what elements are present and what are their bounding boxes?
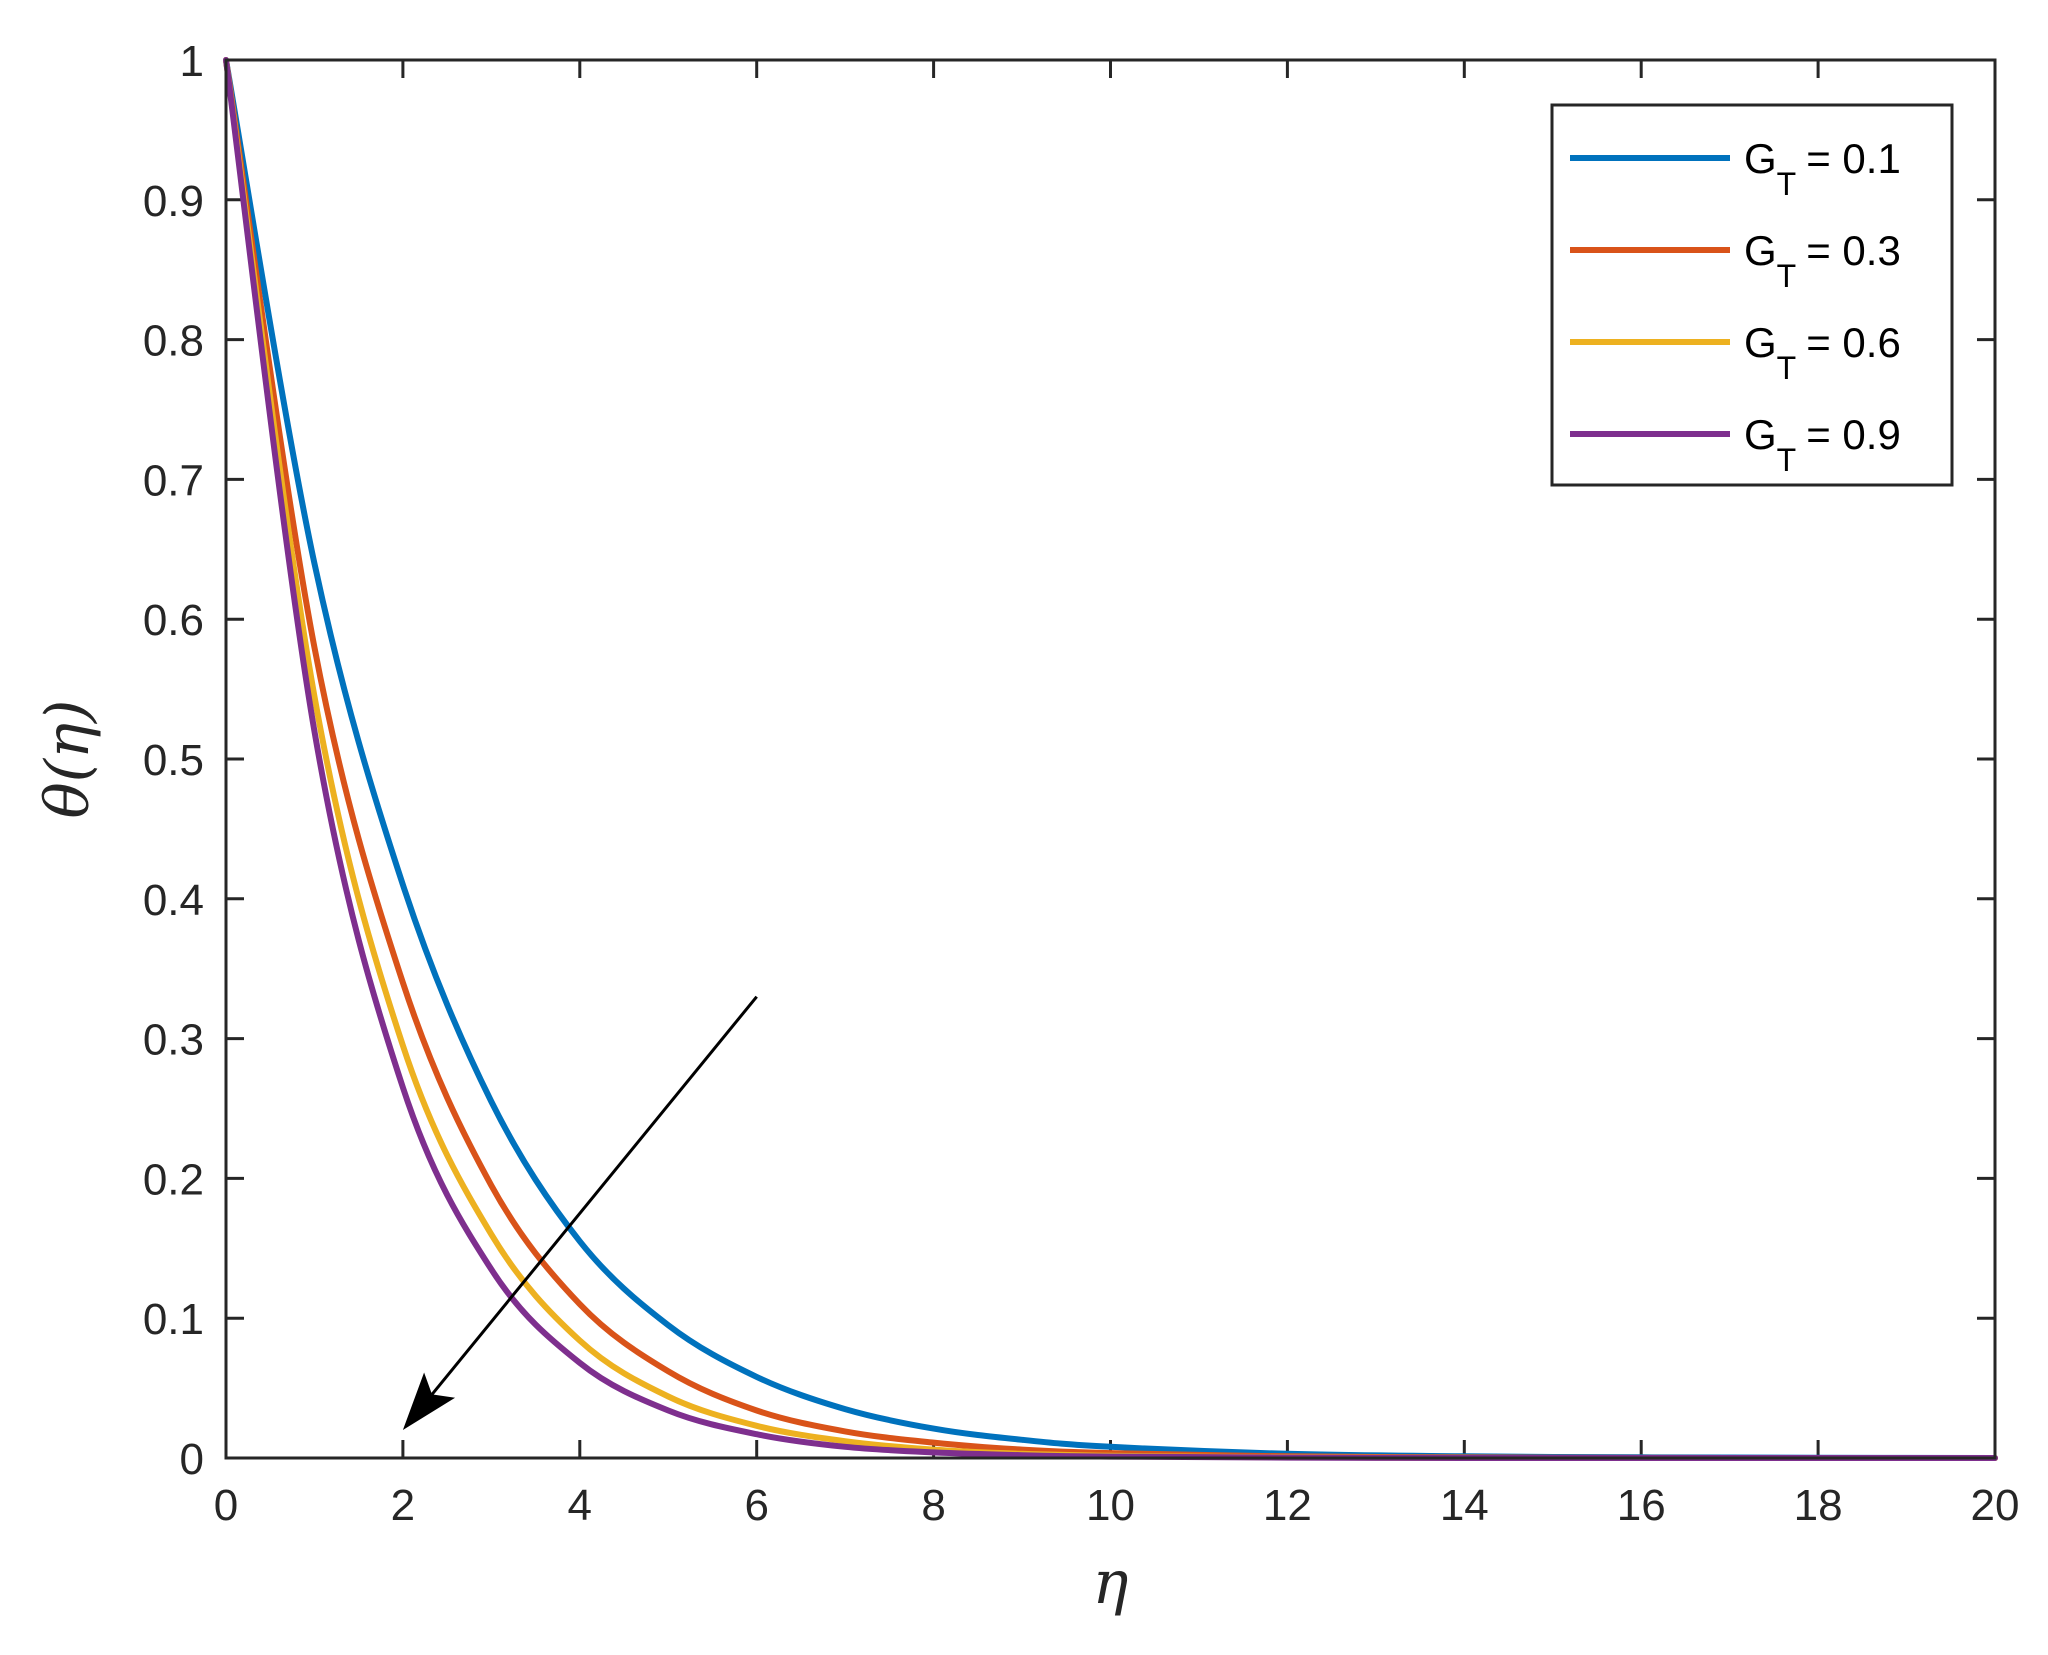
y-tick-label: 0.4: [143, 876, 204, 925]
x-tick-label: 20: [1971, 1481, 2020, 1530]
plot-frame: [224, 58, 1997, 1460]
x-tick-label: 12: [1263, 1481, 1312, 1530]
legend-box: [1550, 103, 1954, 487]
y-axis-label: θ(η): [33, 700, 103, 819]
y-tick-label: 0.1: [143, 1295, 204, 1344]
legend-label-4: GT= 0.9: [1744, 411, 1901, 478]
y-tick-label: 0.5: [143, 736, 204, 785]
legend-label-3: GT= 0.6: [1744, 319, 1901, 386]
annotation-arrow-head: [402, 1372, 456, 1431]
annotation-arrow-shaft: [430, 995, 758, 1396]
x-tick-label: 10: [1086, 1481, 1135, 1530]
legend-label-1: GT= 0.1: [1744, 135, 1901, 202]
y-tick-label: 0.9: [143, 177, 204, 226]
tick-labels: 0 2 4 6 8 10 12 14 16 18 20 0 0.1 0.2 0.3 0.4 0.5 0.6 0.7 0…: [143, 37, 2020, 1530]
x-tick-label: 2: [391, 1481, 415, 1530]
y-tick-label: 0.7: [143, 456, 204, 505]
y-tick-label: 0.2: [143, 1155, 204, 1204]
y-tick-label: 0.6: [143, 596, 204, 645]
x-tick-label: 14: [1440, 1481, 1489, 1530]
legend: GT= 0.1 GT= 0.3 GT= 0.6 GT= 0.9: [1550, 103, 1954, 487]
y-tick-label: 1: [180, 37, 204, 86]
x-tick-label: 16: [1617, 1481, 1666, 1530]
x-tick-label: 4: [568, 1481, 592, 1530]
annotation-layer: [402, 995, 758, 1431]
x-tick-label: 18: [1794, 1481, 1843, 1530]
legend-label-2: GT= 0.3: [1744, 227, 1901, 294]
x-tick-label: 8: [921, 1481, 945, 1530]
x-axis-label: η: [1093, 1548, 1129, 1618]
y-tick-label: 0.8: [143, 317, 204, 366]
x-tick-label: 6: [744, 1481, 768, 1530]
y-tick-label: 0.3: [143, 1016, 204, 1065]
y-tick-label: 0: [180, 1435, 204, 1484]
x-tick-label: 0: [214, 1481, 238, 1530]
